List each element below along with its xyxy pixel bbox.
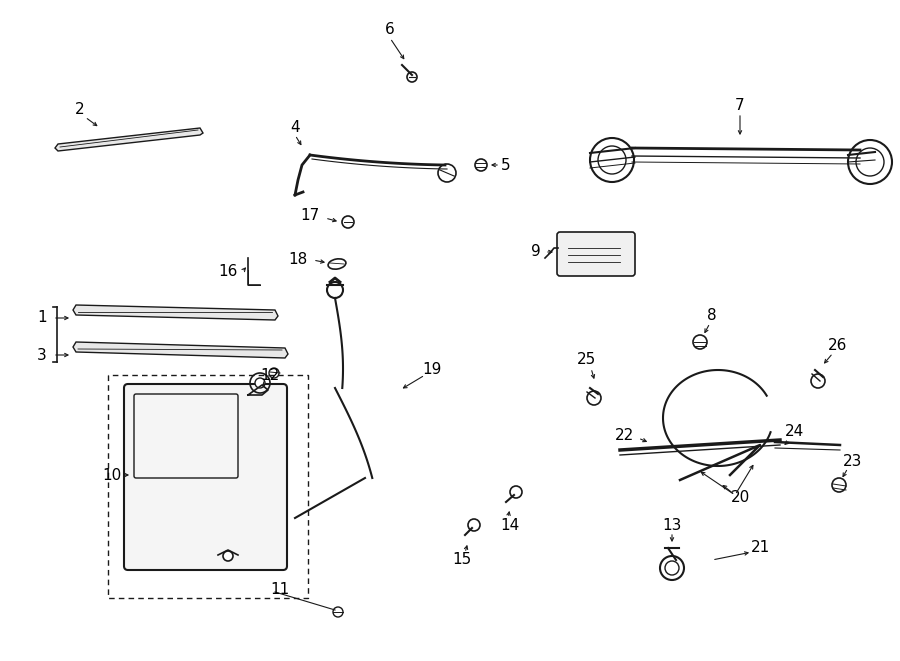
FancyBboxPatch shape — [557, 232, 635, 276]
Text: 12: 12 — [260, 368, 280, 383]
Text: 15: 15 — [453, 553, 472, 568]
Text: 9: 9 — [531, 245, 541, 260]
Text: 23: 23 — [843, 455, 863, 469]
Text: 17: 17 — [301, 208, 320, 223]
Circle shape — [811, 374, 825, 388]
Text: 5: 5 — [501, 157, 511, 173]
Polygon shape — [73, 342, 288, 358]
Polygon shape — [73, 305, 278, 320]
Text: 13: 13 — [662, 518, 681, 533]
Circle shape — [407, 72, 417, 82]
Circle shape — [255, 378, 265, 388]
Text: 19: 19 — [422, 362, 442, 377]
Circle shape — [475, 159, 487, 171]
Text: 11: 11 — [270, 582, 290, 598]
Text: 6: 6 — [385, 22, 395, 38]
Circle shape — [510, 486, 522, 498]
Text: 4: 4 — [290, 120, 300, 134]
Text: 2: 2 — [76, 102, 85, 118]
FancyBboxPatch shape — [124, 384, 287, 570]
Text: 16: 16 — [219, 264, 238, 280]
Text: 24: 24 — [786, 424, 805, 440]
Circle shape — [223, 551, 233, 561]
Text: 18: 18 — [288, 253, 308, 268]
Ellipse shape — [328, 259, 346, 269]
Text: 20: 20 — [731, 490, 750, 506]
Text: 22: 22 — [616, 428, 634, 442]
Circle shape — [587, 391, 601, 405]
Text: 8: 8 — [707, 309, 716, 323]
Circle shape — [832, 478, 846, 492]
Circle shape — [269, 368, 279, 378]
Circle shape — [468, 519, 480, 531]
Text: 21: 21 — [751, 541, 770, 555]
Text: 26: 26 — [828, 338, 848, 352]
Text: 1: 1 — [37, 311, 47, 325]
Circle shape — [665, 561, 679, 575]
Text: 25: 25 — [576, 352, 596, 368]
Circle shape — [693, 335, 707, 349]
Text: 7: 7 — [735, 98, 745, 112]
Circle shape — [333, 607, 343, 617]
Circle shape — [342, 216, 354, 228]
Polygon shape — [55, 128, 203, 151]
Text: 14: 14 — [500, 518, 519, 533]
Text: 10: 10 — [103, 467, 122, 483]
Text: 3: 3 — [37, 348, 47, 362]
